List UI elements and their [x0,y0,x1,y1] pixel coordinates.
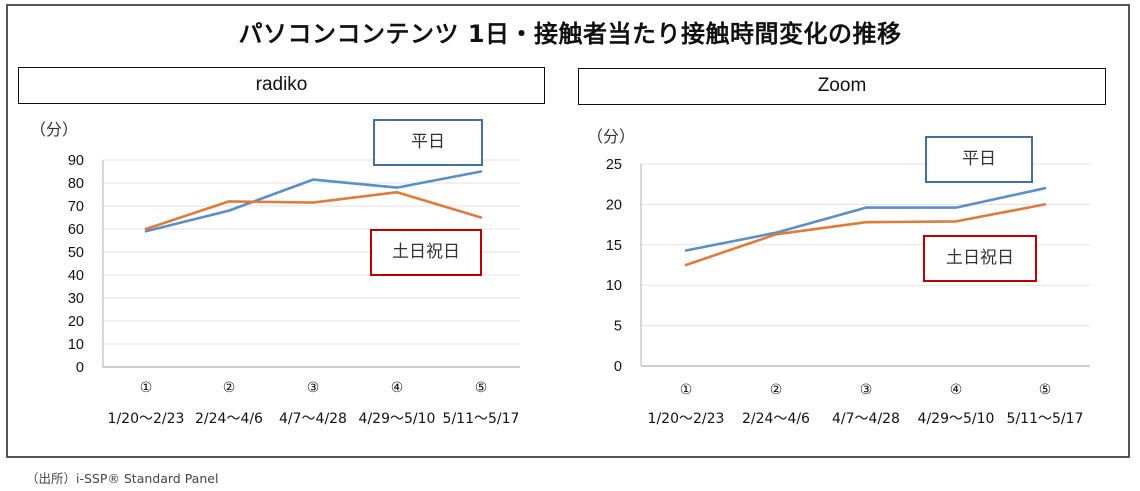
main-title: パソコンコンテンツ 1日・接触者当たり接触時間変化の推移 [238,20,902,48]
zoom-panel-title: Zoom [578,68,1106,105]
zoom-x-category-number: ② [770,382,783,398]
radiko-x-category-number: ④ [391,380,404,396]
radiko-x-category-number: ② [223,380,236,396]
zoom-x-category-date: 4/7〜4/28 [832,411,900,427]
radiko-y-tick-label: 10 [68,337,84,353]
zoom-y-tick-label: 10 [606,278,622,294]
radiko-x-category-date: 4/29〜5/10 [359,411,436,427]
zoom-y-tick-label: 25 [606,157,622,173]
zoom-x-category-date: 2/24〜4/6 [742,411,810,427]
radiko-series-weekday-line [144,170,483,233]
source-footer: （出所）i-SSP® Standard Panel [26,471,219,486]
zoom-legend-holiday: 土日祝日 [923,235,1037,282]
radiko-y-tick-label: 80 [68,176,84,192]
zoom-x-category-number: ③ [860,382,873,398]
zoom-y-tick-label: 20 [606,197,622,213]
zoom-x-category-date: 5/11〜5/17 [1007,411,1084,427]
radiko-series-holiday-line [144,190,483,231]
radiko-x-category-number: ⑤ [475,380,488,396]
radiko-x-category-number: ③ [307,380,320,396]
radiko-y-tick-label: 30 [68,291,84,307]
zoom-y-tick-label: 5 [614,319,622,335]
radiko-x-category-date: 2/24〜4/6 [195,411,263,427]
radiko-x-category-date: 1/20〜2/23 [108,411,185,427]
zoom-x-category-date: 4/29〜5/10 [918,411,995,427]
radiko-y-tick-label: 50 [68,245,84,261]
radiko-y-tick-label: 70 [68,199,84,215]
radiko-y-tick-label: 90 [68,153,84,169]
zoom-x-category-number: ④ [950,382,963,398]
radiko-x-category-number: ① [140,380,153,396]
radiko-x-category-date: 4/7〜4/28 [279,411,347,427]
zoom-y-tick-label: 15 [606,238,622,254]
zoom-series-holiday-line [684,203,1047,267]
radiko-y-tick-label: 0 [76,360,84,376]
radiko-x-category-date: 5/11〜5/17 [443,411,520,427]
zoom-x-category-number: ① [680,382,693,398]
radiko-y-tick-label: 60 [68,222,84,238]
zoom-x-category-date: 1/20〜2/23 [648,411,725,427]
radiko-unit-label: （分） [30,120,79,139]
radiko-legend-holiday: 土日祝日 [370,229,482,276]
zoom-legend-weekday: 平日 [925,136,1033,183]
radiko-legend-weekday: 平日 [373,119,483,166]
radiko-y-tick-label: 20 [68,314,84,330]
radiko-panel-title: radiko [18,67,545,104]
zoom-x-category-number: ⑤ [1039,382,1052,398]
zoom-unit-label: （分） [587,127,636,146]
zoom-series-weekday-line [684,186,1047,252]
zoom-y-tick-label: 0 [614,359,622,375]
radiko-y-tick-label: 40 [68,268,84,284]
